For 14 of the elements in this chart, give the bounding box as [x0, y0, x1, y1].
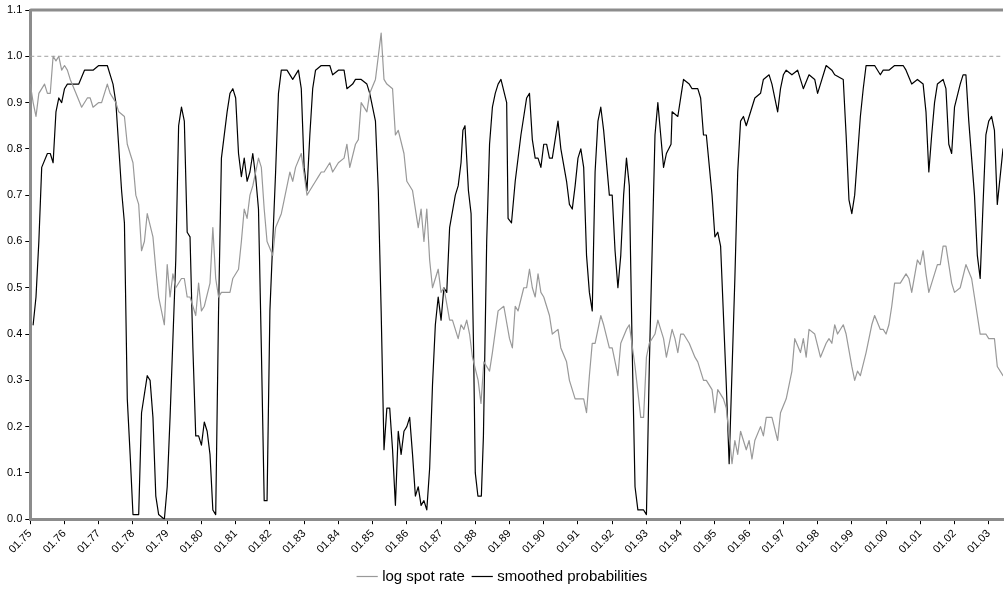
y-tick-label: 0.7: [6, 188, 23, 201]
y-tick-label: 0.2: [6, 419, 23, 432]
legend-label: log spot rate: [382, 566, 465, 584]
y-tick-label: 0.9: [6, 95, 23, 108]
y-tick-label: 0.0: [6, 512, 23, 525]
y-tick-label: 0.4: [6, 327, 23, 340]
y-tick-label: 0.8: [6, 141, 23, 154]
y-tick-label: 1.1: [6, 3, 23, 16]
y-tick-label: 0.1: [6, 465, 23, 478]
y-tick-label: 0.3: [6, 373, 23, 386]
y-tick-label: 0.6: [6, 234, 23, 247]
y-tick-label: 0.5: [6, 280, 23, 293]
y-tick-label: 1.0: [6, 49, 23, 62]
legend-label: smoothed probabilities: [497, 566, 648, 584]
